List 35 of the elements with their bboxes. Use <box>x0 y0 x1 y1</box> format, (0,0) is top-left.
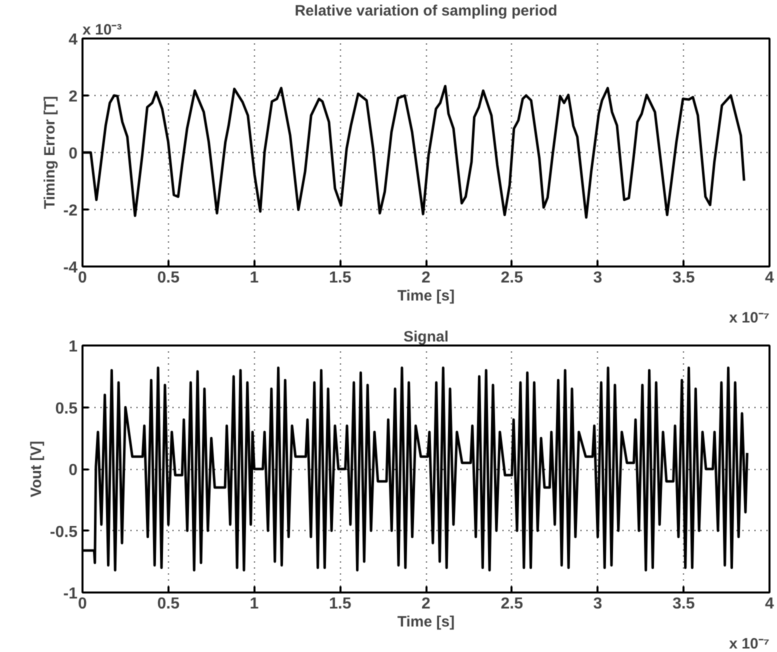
x-tick-label: 4 <box>765 596 774 612</box>
y-tick-label: -1 <box>63 586 78 602</box>
x-tick-label: 0.5 <box>157 270 180 286</box>
y-tick-label: 0 <box>68 146 78 162</box>
text: x 10⁻⁷ <box>729 310 770 326</box>
x-tick-label: 2 <box>422 596 431 612</box>
chart-title: Signal <box>403 328 449 346</box>
text: x 10⁻⁷ <box>729 636 770 652</box>
x-tick-label: 2.5 <box>500 596 524 612</box>
y-tick-label: -0.5 <box>50 524 78 541</box>
x-axis-title: Time [s] <box>397 614 455 630</box>
y-tick-label: 0.5 <box>55 400 78 418</box>
y-tick-label: -2 <box>63 202 78 220</box>
y-tick-label: 1 <box>68 338 78 356</box>
y-axis-title: Timing Error [T] <box>41 96 58 210</box>
x-tick-label: 3 <box>593 270 602 286</box>
x-tick-label: 3.5 <box>672 270 695 286</box>
x-tick-label: 1 <box>250 596 259 612</box>
x-tick-label: 3.5 <box>672 596 695 612</box>
x-tick-label: 2.5 <box>500 270 524 286</box>
x-axis-title: Time [s] <box>397 288 455 304</box>
y-axis-title: Vout [V] <box>28 440 45 498</box>
x-tick-label: 1.5 <box>329 270 352 286</box>
x-tick-label: 4 <box>765 270 774 286</box>
x-tick-label: 1.5 <box>329 596 352 612</box>
chart-title: Relative variation of sampling period <box>294 2 558 20</box>
x-tick-label: 3 <box>593 596 602 612</box>
y-tick-label: 2 <box>68 88 78 106</box>
x-tick-label: 0.5 <box>157 596 180 612</box>
y-tick-label: -4 <box>63 260 78 276</box>
x-tick-label: 2 <box>422 270 431 286</box>
y-tick-label: 4 <box>68 32 78 48</box>
annotation: x 10⁻³ <box>82 22 122 38</box>
x-tick-label: 1 <box>250 270 259 286</box>
y-tick-label: 0 <box>68 462 78 479</box>
